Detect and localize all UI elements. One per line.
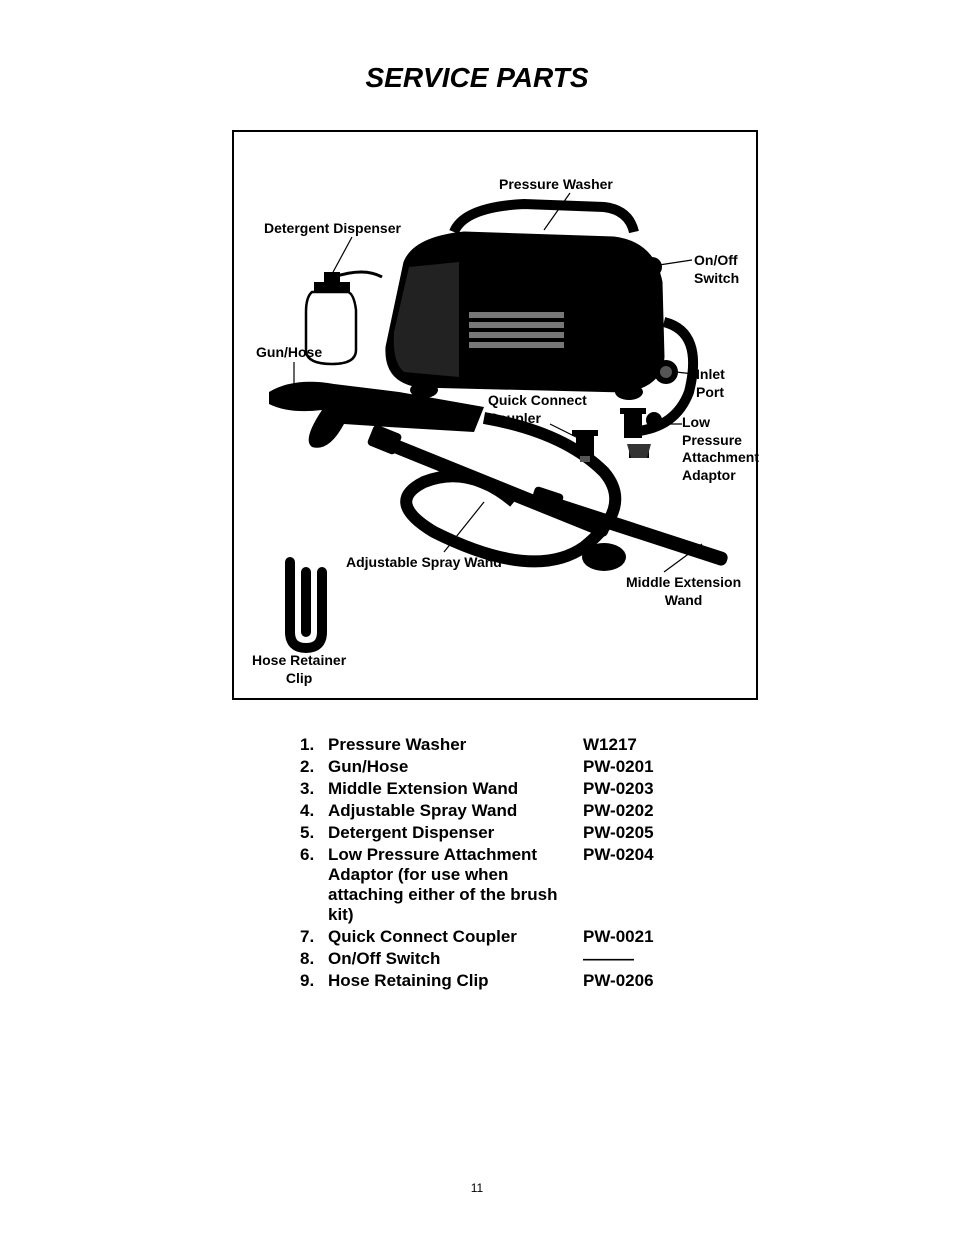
part-num: 5. (300, 823, 328, 843)
label-on-off-switch: On/Off Switch (694, 252, 756, 287)
parts-diagram: Pressure Washer Detergent Dispenser On/O… (232, 130, 758, 700)
parts-row: 8.On/Off Switch——— (300, 949, 700, 969)
page-title: SERVICE PARTS (0, 0, 954, 94)
part-num: 3. (300, 779, 328, 799)
part-name: Adjustable Spray Wand (328, 801, 583, 821)
label-pressure-washer: Pressure Washer (499, 176, 613, 194)
part-name: On/Off Switch (328, 949, 583, 969)
label-quick-connect-coupler: Quick Connect Coupler (488, 392, 587, 427)
label-inlet-port: Inlet Port (696, 366, 756, 401)
parts-row: 5.Detergent DispenserPW-0205 (300, 823, 700, 843)
label-detergent-dispenser: Detergent Dispenser (264, 220, 401, 238)
part-code: PW-0202 (583, 801, 654, 821)
part-code: W1217 (583, 735, 637, 755)
parts-row: 4.Adjustable Spray WandPW-0202 (300, 801, 700, 821)
label-middle-extension-wand: Middle Extension Wand (626, 574, 741, 609)
part-code: PW-0201 (583, 757, 654, 777)
parts-row: 9.Hose Retaining ClipPW-0206 (300, 971, 700, 991)
parts-row: 6.Low Pressure Attachment Adaptor (for u… (300, 845, 700, 925)
part-code: PW-0206 (583, 971, 654, 991)
part-num: 9. (300, 971, 328, 991)
part-num: 6. (300, 845, 328, 865)
part-name: Gun/Hose (328, 757, 583, 777)
part-name: Middle Extension Wand (328, 779, 583, 799)
label-hose-retainer-clip: Hose Retainer Clip (252, 652, 346, 687)
part-num: 2. (300, 757, 328, 777)
part-name: Quick Connect Coupler (328, 927, 583, 947)
part-num: 7. (300, 927, 328, 947)
label-adjustable-spray-wand: Adjustable Spray Wand (346, 554, 502, 572)
part-name: Low Pressure Attachment Adaptor (for use… (328, 845, 583, 925)
part-num: 1. (300, 735, 328, 755)
part-code: PW-0205 (583, 823, 654, 843)
parts-list: 1.Pressure WasherW1217 2.Gun/HosePW-0201… (300, 735, 700, 993)
parts-row: 2.Gun/HosePW-0201 (300, 757, 700, 777)
part-code: PW-0021 (583, 927, 654, 947)
label-gun-hose: Gun/Hose (256, 344, 322, 362)
parts-row: 3.Middle Extension WandPW-0203 (300, 779, 700, 799)
part-num: 8. (300, 949, 328, 969)
part-name: Hose Retaining Clip (328, 971, 583, 991)
part-name: Pressure Washer (328, 735, 583, 755)
part-num: 4. (300, 801, 328, 821)
label-low-pressure-adaptor: Low Pressure Attachment Adaptor (682, 414, 759, 484)
part-code: PW-0203 (583, 779, 654, 799)
page-number: 11 (0, 1181, 954, 1195)
part-code: ——— (583, 949, 634, 969)
parts-row: 1.Pressure WasherW1217 (300, 735, 700, 755)
parts-row: 7.Quick Connect CouplerPW-0021 (300, 927, 700, 947)
part-code: PW-0204 (583, 845, 654, 865)
part-name: Detergent Dispenser (328, 823, 583, 843)
